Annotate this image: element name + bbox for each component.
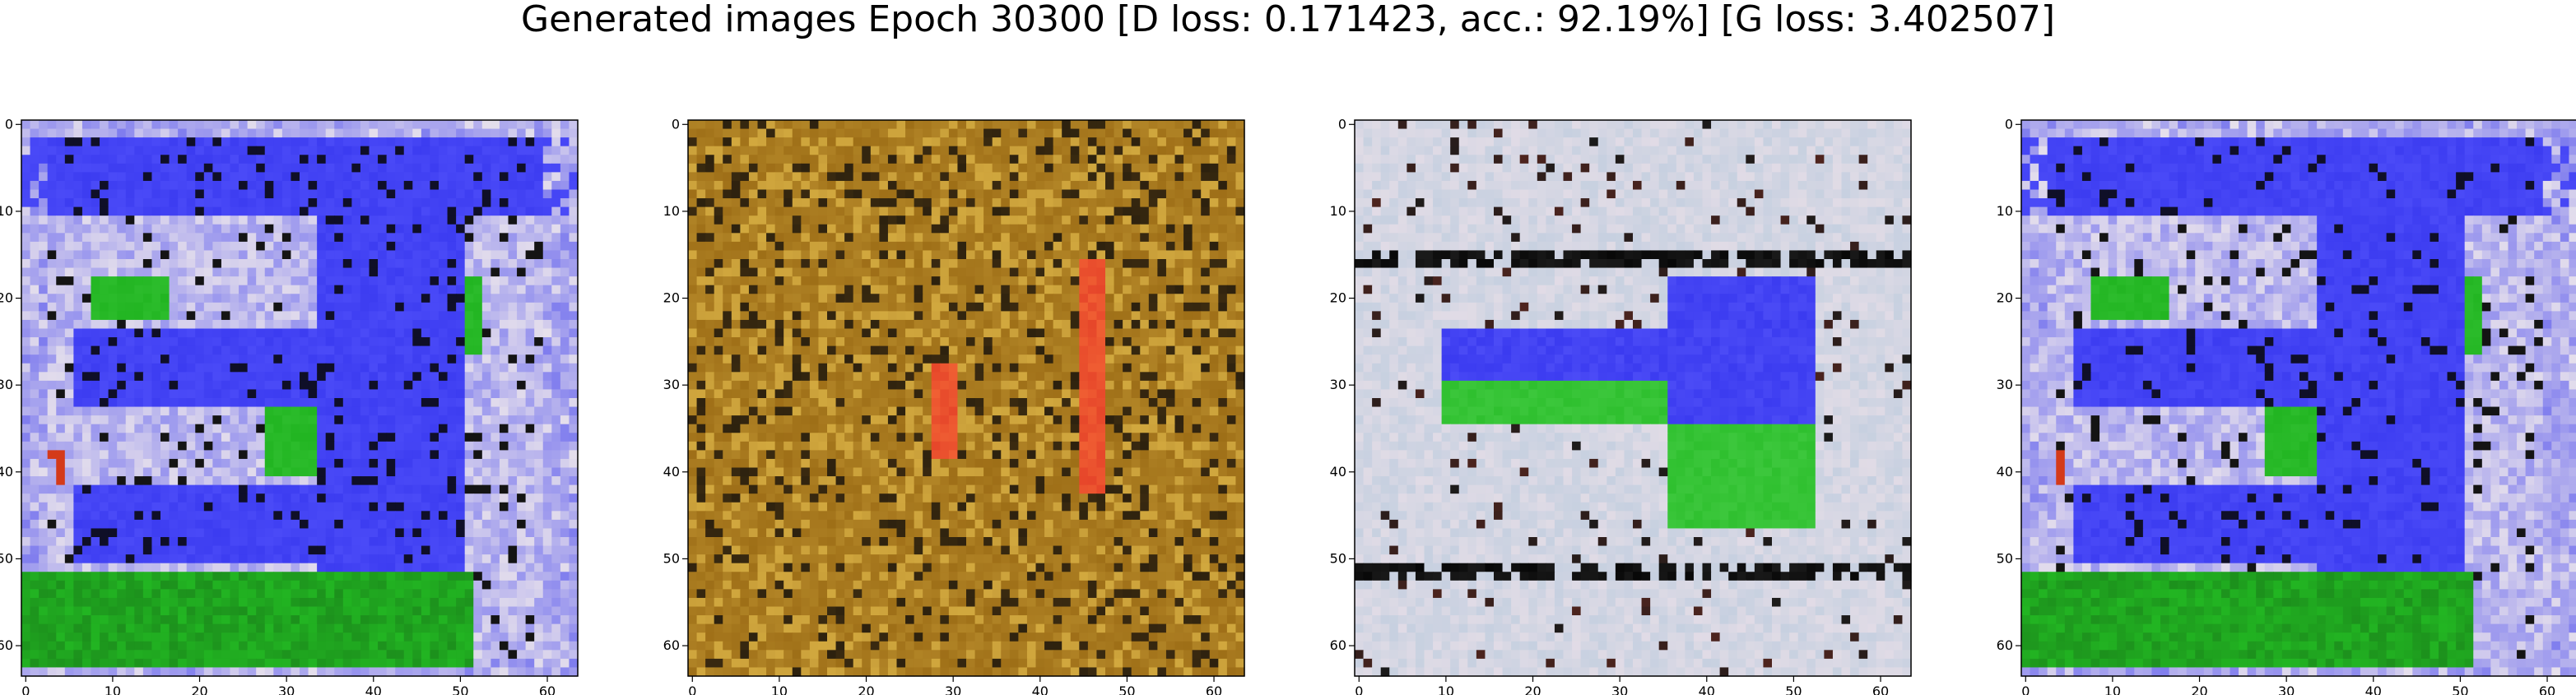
image-pixels-1: [21, 120, 579, 677]
x-tick-label: 50: [452, 683, 468, 695]
y-tick-label: 40: [1997, 464, 2013, 480]
y-tick-label: 50: [1997, 550, 2013, 566]
x-tick-label: 30: [278, 683, 295, 695]
y-tick-label: 30: [0, 377, 13, 392]
x-tick-label: 50: [1118, 683, 1135, 695]
x-tick-label: 0: [1355, 683, 1363, 695]
x-tick-label: 50: [1785, 683, 1802, 695]
x-tick-label: 20: [1524, 683, 1541, 695]
y-tick-label: 20: [1997, 290, 2013, 306]
x-tick-label: 10: [2104, 683, 2121, 695]
y-tick-label: 20: [0, 290, 13, 306]
x-tick-label: 0: [688, 683, 696, 695]
y-tick-label: 30: [1997, 377, 2013, 392]
y-tick-label: 60: [0, 637, 13, 653]
image-frame: [21, 119, 579, 677]
image-frame: [1354, 119, 1912, 677]
y-tick-label: 10: [1997, 203, 2013, 219]
x-tick-label: 60: [2539, 683, 2555, 695]
image-frame: [687, 119, 1245, 677]
x-tick-label: 10: [771, 683, 788, 695]
x-tick-label: 50: [2452, 683, 2468, 695]
x-tick-label: 10: [1438, 683, 1454, 695]
y-tick-label: 30: [663, 377, 680, 392]
y-tick-label: 20: [1330, 290, 1346, 306]
y-tick-label: 20: [663, 290, 680, 306]
y-tick-label: 30: [1330, 377, 1346, 392]
y-tick-label: 10: [663, 203, 680, 219]
image-frame: [2020, 119, 2576, 677]
x-tick-label: 20: [2191, 683, 2207, 695]
y-tick-label: 0: [5, 116, 13, 132]
x-tick-label: 30: [2278, 683, 2295, 695]
y-tick-label: 50: [663, 550, 680, 566]
y-tick-label: 10: [1330, 203, 1346, 219]
figure-title: Generated images Epoch 30300 [D loss: 0.…: [520, 0, 2056, 40]
x-tick-label: 60: [1206, 683, 1222, 695]
x-tick-label: 40: [1032, 683, 1049, 695]
y-tick-label: 40: [1330, 464, 1346, 480]
y-tick-label: 60: [663, 637, 680, 653]
y-tick-label: 60: [1997, 637, 2013, 653]
image-pixels-2: [688, 120, 1245, 677]
image-pixels-3: [1355, 120, 1912, 677]
y-tick-label: 10: [0, 203, 13, 219]
y-tick-label: 50: [0, 550, 13, 566]
y-tick-label: 0: [2005, 116, 2013, 132]
x-tick-label: 0: [21, 683, 30, 695]
y-tick-label: 50: [1330, 550, 1346, 566]
y-tick-label: 0: [672, 116, 680, 132]
x-tick-label: 30: [1611, 683, 1628, 695]
y-tick-label: 60: [1330, 637, 1346, 653]
x-tick-label: 10: [105, 683, 121, 695]
image-pixels-4: [2021, 120, 2576, 677]
x-tick-label: 20: [858, 683, 874, 695]
x-tick-label: 40: [1699, 683, 1715, 695]
x-tick-label: 20: [191, 683, 207, 695]
x-tick-label: 30: [945, 683, 961, 695]
y-tick-label: 40: [663, 464, 680, 480]
y-tick-label: 40: [0, 464, 13, 480]
x-tick-label: 40: [365, 683, 382, 695]
x-tick-label: 40: [2365, 683, 2382, 695]
x-tick-label: 0: [2021, 683, 2030, 695]
y-tick-label: 0: [1338, 116, 1346, 132]
x-tick-label: 60: [1872, 683, 1889, 695]
x-tick-label: 60: [539, 683, 556, 695]
